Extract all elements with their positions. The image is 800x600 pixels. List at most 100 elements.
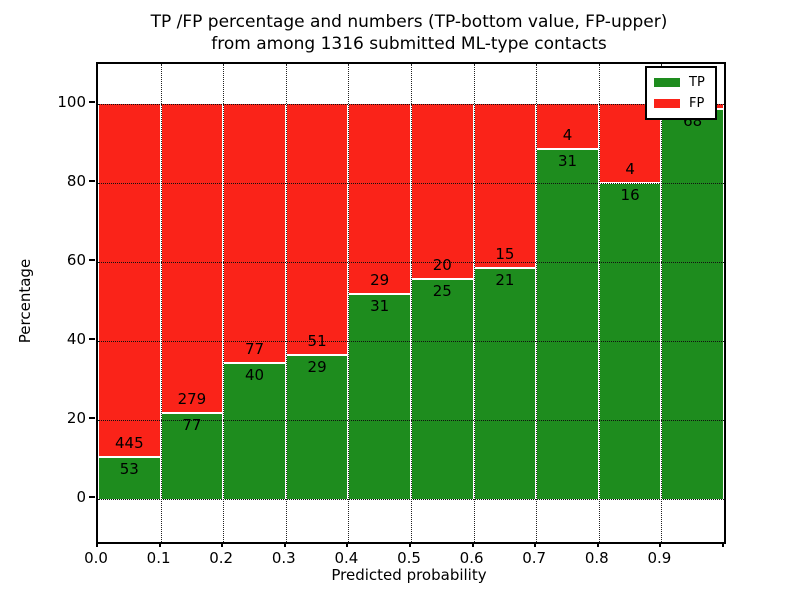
tp-count-label: 31: [370, 297, 390, 316]
x-tick-mark: [346, 542, 349, 547]
legend-label: FP: [689, 96, 705, 111]
bar-fp-segment: [161, 103, 223, 414]
plot-area: 445 53 279 77 77 40 51 29 29 31 20 25 15 21 4 31 4 16 68: [96, 62, 726, 544]
tp-legend-swatch: [654, 78, 680, 87]
y-tick-label: 0: [76, 487, 86, 506]
x-tick-mark: [221, 542, 224, 547]
tp-count-label: 21: [495, 271, 515, 290]
vertical-gridline: [598, 64, 600, 542]
legend-row: TP: [647, 72, 715, 93]
tp-count-label: 77: [182, 416, 202, 435]
fp-count-label: 51: [307, 332, 327, 351]
x-tick-label: 0.1: [146, 549, 171, 567]
horizontal-gridline: [98, 498, 724, 500]
fp-count-label: 29: [370, 271, 390, 290]
y-tick-mark: [89, 179, 95, 182]
vertical-gridline: [536, 64, 538, 542]
bar-segment-divider: [537, 147, 598, 150]
x-tick-mark: [659, 542, 662, 547]
bar-segment-divider: [474, 267, 536, 270]
legend: TP FP: [645, 66, 717, 120]
fp-legend-swatch: [654, 99, 680, 108]
x-tick-mark: [722, 542, 724, 547]
x-axis-label: Predicted probability: [331, 566, 487, 584]
horizontal-gridline: [98, 182, 724, 184]
bar-segment-divider: [349, 293, 410, 296]
vertical-gridline: [160, 64, 162, 542]
x-tick-label: 0.0: [84, 549, 108, 567]
chart-title-line1: TP /FP percentage and numbers (TP-bottom…: [150, 12, 668, 32]
vertical-gridline: [285, 64, 287, 542]
x-tick-label: 0.4: [334, 549, 359, 567]
bar-segment-divider: [286, 354, 348, 357]
tp-count-label: 29: [307, 358, 327, 377]
x-tick-mark: [596, 542, 599, 547]
x-tick-mark: [96, 542, 98, 547]
bar-segment-divider: [99, 455, 160, 458]
bar-tp-segment: [99, 456, 160, 499]
bar-tp-segment: [224, 363, 285, 499]
y-tick-label: 60: [66, 250, 86, 269]
tp-count-label: 25: [432, 282, 452, 301]
bar-fp-segment: [224, 103, 285, 364]
vertical-gridline: [411, 64, 412, 542]
bar-segment-divider: [412, 278, 473, 281]
fp-count-label: 4: [625, 159, 635, 178]
bar-fp-segment: [286, 103, 348, 356]
x-tick-mark: [534, 542, 537, 547]
y-tick-mark: [89, 337, 95, 340]
bar-segment-divider: [224, 362, 285, 365]
y-tick-mark: [89, 100, 95, 103]
bar-fp-segment: [537, 103, 598, 149]
y-tick-label: 100: [57, 92, 86, 111]
x-tick-mark: [409, 542, 411, 547]
x-tick-label: 0.5: [397, 549, 421, 567]
bar-tp-segment: [537, 148, 598, 499]
y-axis-label: Percentage: [16, 258, 34, 344]
x-tick-label: 0.7: [522, 549, 547, 567]
fp-count-label: 77: [244, 340, 265, 359]
tp-count-label: 16: [620, 185, 640, 204]
fp-count-label: 4: [562, 125, 573, 144]
horizontal-gridline: [98, 340, 724, 342]
horizontal-gridline: [98, 261, 724, 263]
x-tick-label: 0.6: [459, 549, 484, 567]
fp-count-label: 279: [177, 390, 207, 409]
bar-fp-segment: [474, 103, 536, 269]
y-tick-mark: [89, 258, 95, 261]
fp-count-label: 445: [114, 433, 144, 452]
x-tick-label: 0.8: [584, 549, 609, 567]
y-tick-label: 80: [66, 171, 86, 190]
x-tick-mark: [471, 542, 474, 547]
chart-title-line2: from among 1316 submitted ML-type contac…: [211, 34, 607, 54]
y-tick-label: 40: [66, 329, 86, 348]
y-tick-mark: [89, 416, 95, 419]
fp-count-label: 15: [495, 245, 515, 264]
fp-count-label: 20: [432, 256, 452, 275]
bar-fp-segment: [412, 103, 473, 280]
bar-tp-segment: [662, 109, 723, 499]
x-tick-label: 0.2: [209, 549, 234, 567]
vertical-gridline: [223, 64, 225, 542]
horizontal-gridline: [98, 419, 724, 421]
tp-count-label: 31: [557, 151, 578, 170]
vertical-gridline: [661, 64, 663, 542]
legend-row: FP: [647, 93, 715, 114]
x-tick-label: 0.3: [271, 549, 296, 567]
bar-fp-segment: [349, 103, 410, 295]
bar-tp-segment: [349, 294, 410, 499]
bar-fp-segment: [99, 103, 160, 457]
x-tick-label: 0.9: [647, 549, 672, 567]
x-tick-mark: [283, 542, 286, 547]
tp-count-label: 53: [119, 459, 139, 478]
x-tick-mark: [158, 542, 161, 547]
bar-tp-segment: [286, 355, 348, 499]
y-tick-label: 20: [66, 408, 86, 427]
bar-tp-segment: [412, 279, 473, 499]
legend-label: TP: [689, 75, 705, 90]
vertical-gridline: [473, 64, 475, 542]
horizontal-gridline: [98, 103, 724, 105]
tp-count-label: 40: [244, 366, 265, 385]
bar-segment-divider: [161, 412, 223, 415]
